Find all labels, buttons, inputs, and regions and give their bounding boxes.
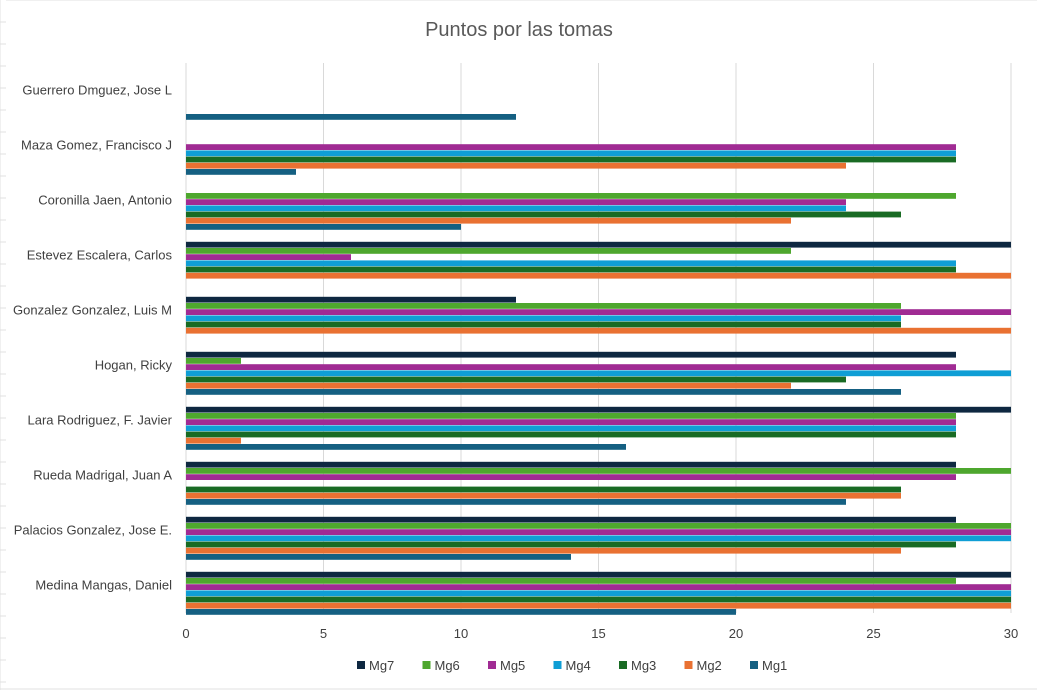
bar-mg4 [186, 370, 1011, 377]
bar-mg7 [186, 571, 1011, 578]
bar-mg7 [186, 516, 956, 523]
bar-mg1 [186, 444, 626, 450]
bar-mg3 [186, 541, 956, 548]
legend-label: Mg5 [500, 658, 525, 673]
bar-mg5 [186, 364, 956, 370]
legend-swatch [750, 661, 758, 669]
category-label: Hogan, Ricky [95, 358, 173, 373]
legend-swatch [488, 661, 496, 669]
x-tick-label: 30 [1004, 626, 1018, 641]
bar-mg2 [186, 382, 791, 389]
bar-mg7 [186, 406, 1011, 413]
bar-mg1 [186, 609, 736, 615]
bar-mg5 [186, 474, 956, 480]
bar-mg7 [186, 461, 956, 468]
bar-mg1 [186, 389, 901, 395]
category-label: Maza Gomez, Francisco J [21, 138, 172, 153]
bar-mg1 [186, 224, 461, 230]
category-label: Guerrero Dmguez, Jose L [22, 83, 172, 98]
bar-mg5 [186, 199, 846, 205]
bar-mg4 [186, 425, 956, 432]
x-tick-labels: 0 5 10 15 20 25 30 [182, 626, 1018, 641]
bar-mg3 [186, 376, 846, 383]
legend-label: Mg6 [435, 658, 460, 673]
legend-label: Mg2 [697, 658, 722, 673]
category-labels: Guerrero Dmguez, Jose L Maza Gomez, Franc… [13, 83, 173, 593]
category-label: Gonzalez Gonzalez, Luis M [13, 303, 172, 318]
x-tick-label: 15 [591, 626, 605, 641]
bar-mg6 [186, 578, 956, 584]
bar-mg2 [186, 492, 901, 499]
legend-swatch [619, 661, 627, 669]
x-tick-label: 0 [182, 626, 189, 641]
x-tick-label: 5 [320, 626, 327, 641]
bar-mg3 [186, 486, 901, 493]
bar-mg6 [186, 193, 956, 199]
legend-swatch [357, 661, 365, 669]
bar-mg1 [186, 169, 296, 175]
bar-mg1 [186, 554, 571, 560]
legend: Mg7 Mg6 Mg5 Mg4 Mg3 Mg2 Mg1 [357, 658, 787, 673]
bar-mg2 [186, 437, 241, 444]
bar-mg5 [186, 584, 1011, 590]
bar-mg2 [186, 272, 1011, 279]
bar-mg4 [186, 150, 956, 157]
bar-mg2 [186, 327, 1011, 334]
legend-label: Mg4 [566, 658, 591, 673]
bar-mg3 [186, 431, 956, 438]
bar-mg3 [186, 596, 1011, 603]
bar-mg3 [186, 211, 901, 218]
bar-mg4 [186, 590, 1011, 597]
bar-mg3 [186, 321, 901, 328]
legend-label: Mg1 [762, 658, 787, 673]
chart-title: Puntos por las tomas [425, 19, 613, 41]
bar-mg5 [186, 144, 956, 150]
bar-mg4 [186, 315, 901, 322]
bar-mg1 [186, 114, 516, 120]
bar-mg7 [186, 296, 516, 303]
bar-mg6 [186, 413, 956, 419]
legend-swatch [553, 661, 562, 669]
category-label: Palacios Gonzalez, Jose E. [14, 523, 172, 538]
legend-swatch [422, 661, 431, 669]
bar-mg5 [186, 309, 1011, 315]
bar-mg5 [186, 419, 956, 425]
bar-mg5 [186, 529, 1011, 535]
bar-mg4 [186, 535, 1011, 542]
x-tick-label: 10 [454, 626, 468, 641]
bar-mg1 [186, 499, 846, 505]
bar-mg5 [186, 254, 351, 260]
category-label: Rueda Madrigal, Juan A [33, 468, 172, 483]
bar-mg6 [186, 468, 1011, 474]
bar-mg4 [186, 205, 846, 212]
bar-mg2 [186, 162, 846, 169]
bars [186, 114, 1011, 615]
category-label: Coronilla Jaen, Antonio [38, 193, 172, 208]
x-tick-label: 25 [866, 626, 880, 641]
bar-mg7 [186, 241, 1011, 248]
legend-label: Mg7 [369, 658, 394, 673]
bar-mg4 [186, 260, 956, 267]
bar-mg2 [186, 547, 901, 554]
bar-mg3 [186, 156, 956, 163]
bar-mg6 [186, 523, 1011, 529]
bar-mg3 [186, 266, 956, 273]
category-label: Estevez Escalera, Carlos [27, 248, 173, 263]
bar-mg2 [186, 602, 1011, 609]
category-label: Lara Rodriguez, F. Javier [27, 413, 172, 428]
bar-mg7 [186, 351, 956, 358]
legend-label: Mg3 [631, 658, 656, 673]
bar-mg2 [186, 217, 791, 224]
category-label: Medina Mangas, Daniel [35, 578, 172, 593]
x-tick-label: 20 [729, 626, 743, 641]
bar-mg6 [186, 303, 901, 309]
bar-mg6 [186, 248, 791, 254]
bar-mg6 [186, 358, 241, 364]
legend-swatch [684, 661, 693, 669]
